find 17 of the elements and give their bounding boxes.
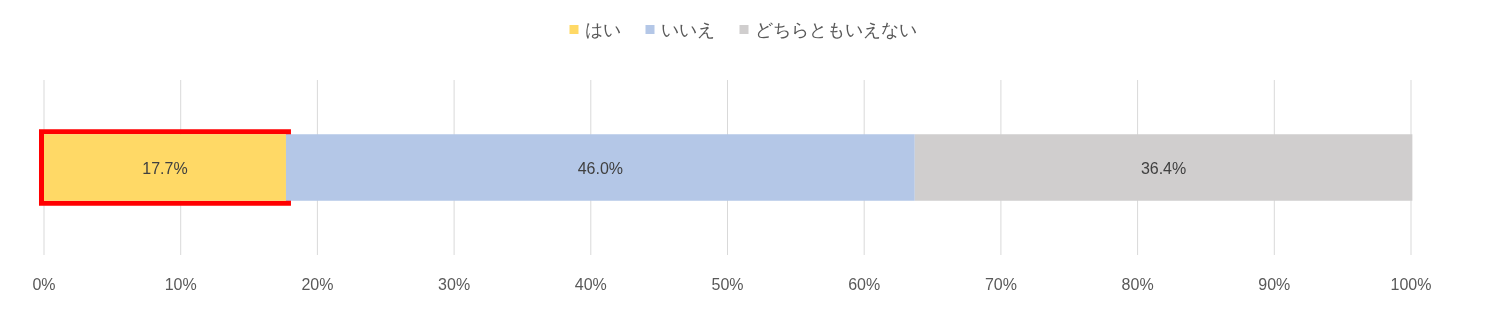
x-tick-label: 30% bbox=[438, 276, 471, 293]
legend-label: どちらともいえない bbox=[754, 20, 917, 40]
x-tick-label: 50% bbox=[711, 276, 744, 293]
legend-label: いいえ bbox=[660, 20, 715, 40]
data-label: 17.7% bbox=[142, 159, 188, 177]
x-tick-label: 100% bbox=[1390, 276, 1432, 293]
data-label: 46.0% bbox=[577, 159, 624, 177]
x-tick-label: 40% bbox=[574, 276, 607, 293]
x-tick-label: 20% bbox=[301, 276, 334, 293]
x-tick-label: 80% bbox=[1121, 276, 1154, 293]
x-tick-label: 60% bbox=[848, 276, 881, 293]
legend-label: はい bbox=[584, 20, 621, 40]
data-label: 36.4% bbox=[1140, 159, 1187, 177]
x-tick-label: 10% bbox=[164, 276, 197, 293]
x-tick-label: 90% bbox=[1258, 276, 1291, 293]
x-tick-label: 70% bbox=[984, 276, 1017, 293]
x-tick-label: 0% bbox=[32, 276, 56, 293]
